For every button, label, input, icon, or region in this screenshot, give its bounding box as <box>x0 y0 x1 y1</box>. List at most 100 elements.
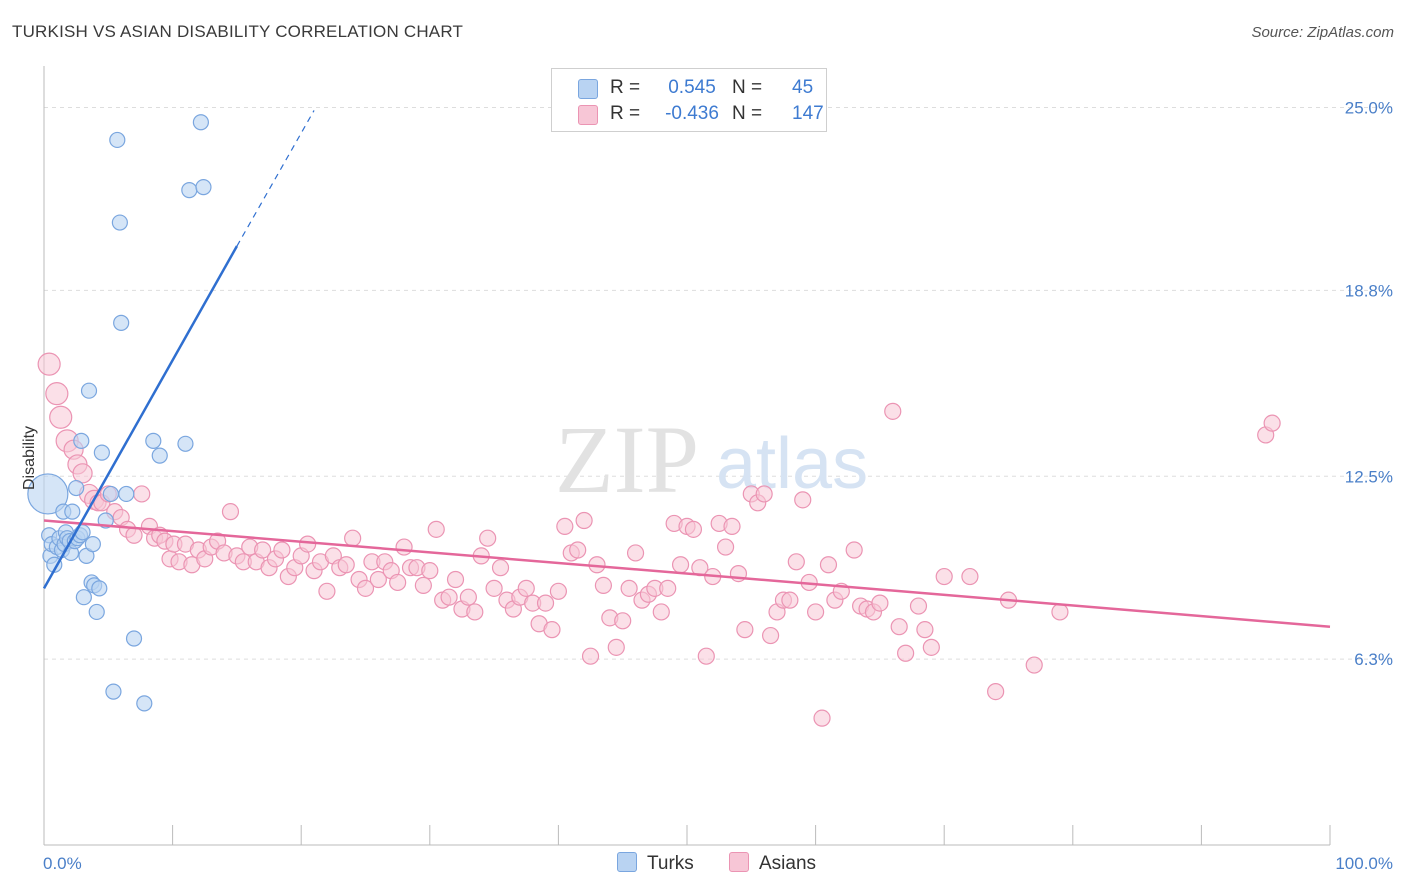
asians-legend-swatch <box>729 852 749 872</box>
watermark-zip: ZIP <box>555 406 699 513</box>
asians-point <box>671 556 690 574</box>
asians-point <box>871 594 889 612</box>
y-tick-label: 18.8% <box>1345 281 1393 300</box>
watermark-atlas: atlas <box>716 424 868 504</box>
asians-point <box>446 570 465 589</box>
asians-point <box>736 621 754 639</box>
asians-point <box>684 520 703 538</box>
asians-point <box>890 618 908 636</box>
asians-n-label: N = <box>732 103 763 124</box>
asians-n-value: 147 <box>792 103 824 124</box>
turks-point <box>64 503 81 520</box>
asians-point <box>133 485 151 503</box>
turks-point <box>84 535 101 553</box>
bottom-legend-asians[interactable]: Asians <box>729 852 816 875</box>
asians-point <box>922 638 940 656</box>
asians-r-label: R = <box>610 103 641 124</box>
turks-trend-line <box>42 245 238 589</box>
asians-point <box>845 541 863 559</box>
asians-point <box>37 352 61 376</box>
y-tick-label: 12.5% <box>1345 467 1393 486</box>
asians-point <box>1051 603 1069 621</box>
asians-point <box>344 529 362 547</box>
asians-point <box>337 556 355 574</box>
asians-point <box>273 541 291 559</box>
turks-point <box>109 131 126 149</box>
turks-point <box>151 447 168 464</box>
x-tick-label-min: 0.0% <box>43 854 82 873</box>
asians-point <box>697 647 715 665</box>
asians-point <box>781 591 799 609</box>
asians-point <box>356 579 375 597</box>
y-tick-labels: 6.3% 12.5% 18.8% 25.0% <box>1345 99 1393 670</box>
turks-point <box>111 214 128 231</box>
asians-point <box>961 567 979 586</box>
asians-point <box>556 517 574 536</box>
asians-point <box>421 562 439 580</box>
turks-n-value: 45 <box>792 77 814 98</box>
asians-legend-label: Asians <box>759 853 817 874</box>
asians-point <box>659 579 677 597</box>
asians-point <box>479 529 497 547</box>
turks-point <box>136 695 153 712</box>
asians-point <box>1263 414 1281 432</box>
asians-point <box>466 603 484 621</box>
asians-point <box>45 382 69 406</box>
asians-point <box>414 576 432 595</box>
asians-point <box>935 567 953 586</box>
turks-point <box>113 314 130 331</box>
asians-point <box>395 538 413 556</box>
asians-point <box>427 520 445 538</box>
asians-point <box>620 579 638 597</box>
asians-point <box>723 517 741 536</box>
asians-point <box>716 538 735 556</box>
turks-point <box>145 432 162 449</box>
asians-trend-line <box>43 519 1331 628</box>
turks-point <box>192 114 209 131</box>
turks-point <box>118 485 135 503</box>
bottom-legend-turks[interactable]: Turks <box>617 852 694 875</box>
asians-swatch <box>578 105 598 125</box>
y-tick-label: 25.0% <box>1345 99 1393 118</box>
turks-point <box>80 382 98 399</box>
turks-swatch <box>578 79 598 99</box>
trend-lines <box>42 110 1331 628</box>
turks-point <box>27 473 69 515</box>
asians-points <box>37 352 1281 727</box>
asians-point <box>884 402 902 420</box>
asians-point <box>485 579 503 597</box>
turks-point <box>177 435 194 452</box>
x-tick-label-max: 100.0% <box>1335 854 1393 873</box>
asians-point <box>819 556 838 574</box>
turks-point <box>88 603 105 621</box>
turks-point <box>125 630 143 647</box>
watermark: ZIP atlas <box>555 406 868 513</box>
asians-point <box>440 588 458 606</box>
asians-point <box>581 647 600 665</box>
asians-point <box>299 535 317 553</box>
asians-point <box>987 682 1005 701</box>
asians-point <box>806 603 825 621</box>
turks-point <box>102 485 119 503</box>
asians-point <box>614 612 632 630</box>
asians-point <box>254 541 272 559</box>
turks-r-value: 0.545 <box>668 77 716 98</box>
asians-point <box>389 573 407 592</box>
asians-point <box>569 541 587 559</box>
turks-points <box>27 114 212 712</box>
axes <box>43 66 1331 846</box>
asians-point <box>491 559 510 577</box>
asians-point <box>1025 656 1043 674</box>
asians-point <box>517 579 535 597</box>
turks-legend-label: Turks <box>647 853 694 874</box>
asians-point <box>916 621 934 639</box>
turks-point <box>195 179 212 196</box>
asians-point <box>49 405 73 429</box>
asians-point <box>794 491 812 509</box>
turks-point <box>93 444 110 461</box>
source-label: Source: ZipAtlas.com <box>1251 24 1394 41</box>
asians-point <box>909 597 928 615</box>
turks-point <box>73 432 90 449</box>
asians-point <box>787 553 805 571</box>
